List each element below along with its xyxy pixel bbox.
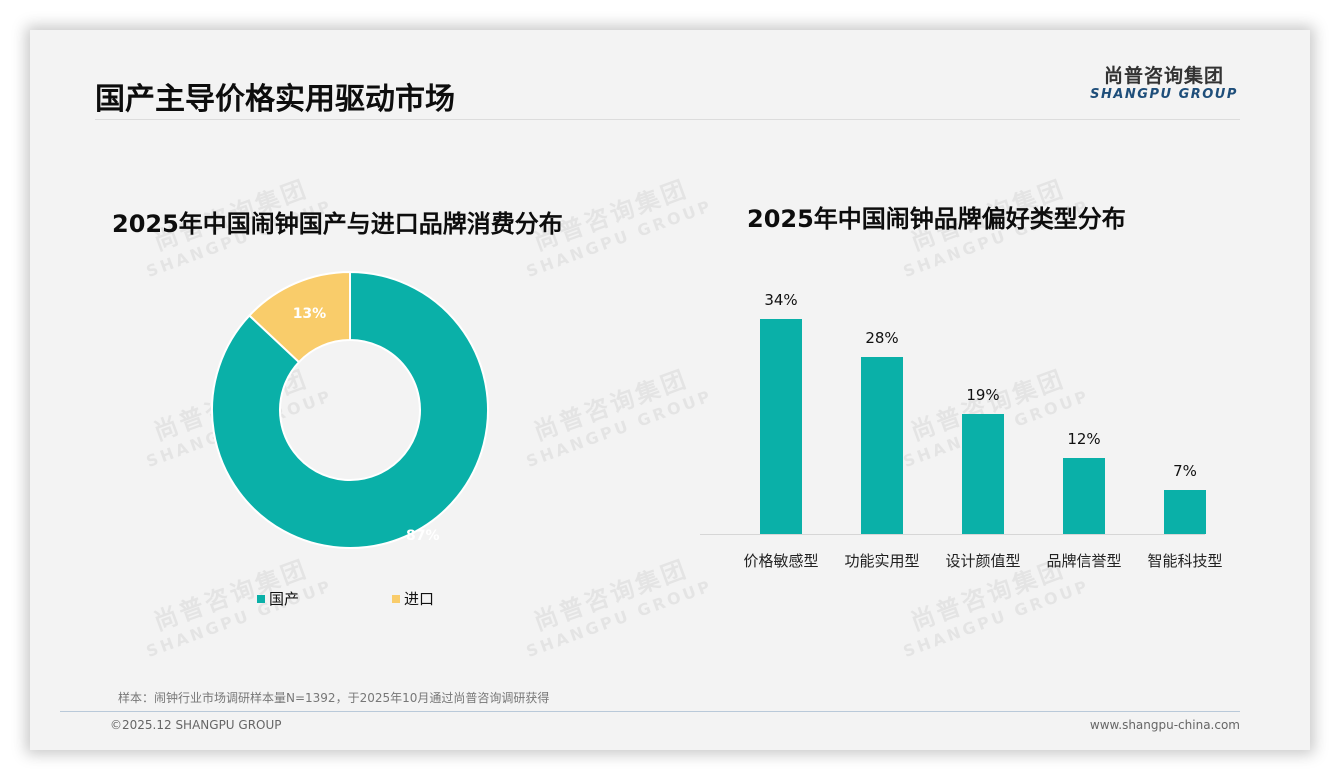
bar-chart: 34% 价格敏感型 28% 功能实用型 19% 设计颜值型 12% 品牌信誉型 7% 智能科技型 bbox=[700, 290, 1223, 610]
domestic-share-label: 87% bbox=[406, 528, 440, 544]
legend-label: 进口 bbox=[404, 590, 435, 608]
logo-cn-text: 尚普咨询集团 bbox=[1103, 65, 1224, 87]
bar bbox=[760, 318, 802, 534]
bar-value-label: 34% bbox=[764, 290, 798, 309]
sample-note: 样本：闹钟行业市场调研样本量N=1392，于2025年10月通过尚普咨询调研获得 bbox=[118, 691, 550, 705]
donut-chart: 13% 87% bbox=[210, 270, 490, 550]
bar-value-label: 7% bbox=[1173, 461, 1197, 480]
legend-label: 国产 bbox=[269, 590, 300, 608]
copyright: ©2025.12 SHANGPU GROUP bbox=[110, 718, 282, 732]
bar-category-label: 智能科技型 bbox=[1147, 552, 1223, 570]
page-title: 国产主导价格实用驱动市场 bbox=[95, 82, 455, 117]
legend-item-domestic: 国产 bbox=[257, 588, 299, 609]
header-divider bbox=[95, 119, 1240, 120]
legend-item-imported: 进口 bbox=[392, 588, 434, 609]
bar-category-label: 品牌信誉型 bbox=[1046, 552, 1122, 570]
bar-value-label: 28% bbox=[865, 328, 899, 347]
donut-svg bbox=[211, 270, 489, 549]
bar-category-label: 功能实用型 bbox=[844, 552, 920, 570]
imported-slice bbox=[247, 270, 351, 364]
donut-chart-title: 2025年中国闹钟国产与进口品牌消费分布 bbox=[112, 210, 563, 238]
slide: 尚普咨询集团 SHANGPU GROUP 尚普咨询集团 SHANGPU GROUP … bbox=[30, 30, 1310, 750]
bar-chart-title: 2025年中国闹钟品牌偏好类型分布 bbox=[747, 205, 1126, 233]
website-link[interactable]: www.shangpu-china.com bbox=[1089, 718, 1240, 732]
bar bbox=[861, 356, 903, 534]
imported-share-label: 13% bbox=[292, 305, 327, 322]
bar-value-label: 12% bbox=[1067, 430, 1101, 449]
bar-category-label: 设计颜值型 bbox=[945, 552, 1021, 570]
logo-en-text: SHANGPU GROUP bbox=[1090, 87, 1238, 102]
bar bbox=[1164, 489, 1206, 534]
bar-category-label: 价格敏感型 bbox=[743, 552, 819, 570]
x-axis-line bbox=[700, 534, 1205, 535]
bar bbox=[962, 413, 1004, 534]
legend-swatch-teal bbox=[257, 594, 265, 603]
company-logo: 尚普咨询集团 SHANGPU GROUP bbox=[1088, 64, 1240, 102]
footer-divider bbox=[60, 711, 1240, 712]
legend-swatch-yellow bbox=[392, 594, 400, 603]
domestic-slice bbox=[211, 270, 489, 549]
bar-value-label: 19% bbox=[966, 385, 1000, 404]
bar bbox=[1063, 458, 1105, 534]
